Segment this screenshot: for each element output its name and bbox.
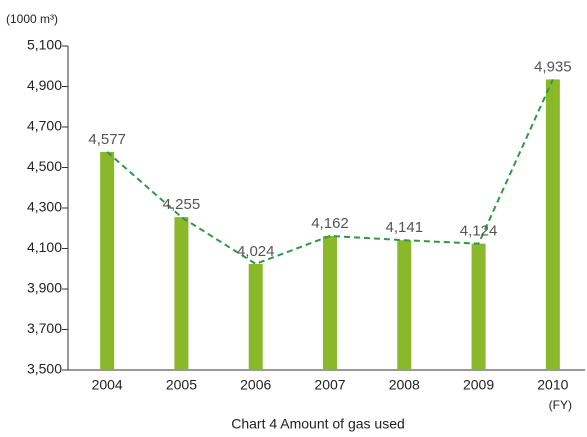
x-tick-label: 2009 xyxy=(463,377,494,393)
data-label: 4,935 xyxy=(534,58,572,75)
y-tick-label: 3,900 xyxy=(27,280,62,296)
chart-title: Chart 4 Amount of gas used xyxy=(231,416,405,432)
data-label: 4,162 xyxy=(311,215,349,232)
data-label: 4,124 xyxy=(460,223,498,240)
y-tick-label: 4,700 xyxy=(27,118,62,134)
bar xyxy=(174,217,189,370)
x-tick-label: 2005 xyxy=(166,377,197,393)
y-unit: (1000 m³) xyxy=(6,12,58,26)
x-tick-label: 2004 xyxy=(92,377,123,393)
y-tick-label: 3,500 xyxy=(27,361,62,377)
bar xyxy=(397,240,412,370)
x-tick-label: 2006 xyxy=(240,377,271,393)
data-label: 4,255 xyxy=(163,196,201,213)
bar xyxy=(545,79,560,370)
x-tick-label: 2007 xyxy=(314,377,345,393)
x-tick-label: 2010 xyxy=(537,377,568,393)
y-tick-label: 5,100 xyxy=(27,37,62,53)
trend-line xyxy=(106,79,554,266)
y-tick-label: 4,500 xyxy=(27,158,62,174)
bar xyxy=(471,243,486,370)
y-tick-label: 4,300 xyxy=(27,199,62,215)
bar xyxy=(248,263,263,370)
data-label: 4,577 xyxy=(88,131,126,148)
y-tick-label: 4,100 xyxy=(27,239,62,255)
data-label: 4,024 xyxy=(237,243,275,260)
bar xyxy=(323,235,337,370)
y-tick-label: 4,900 xyxy=(27,77,62,93)
data-label: 4,141 xyxy=(386,219,424,236)
y-tick-label: 3,700 xyxy=(27,320,62,336)
bar xyxy=(100,151,115,370)
x-tick-label: 2008 xyxy=(389,377,420,393)
x-unit: (FY) xyxy=(549,398,572,412)
